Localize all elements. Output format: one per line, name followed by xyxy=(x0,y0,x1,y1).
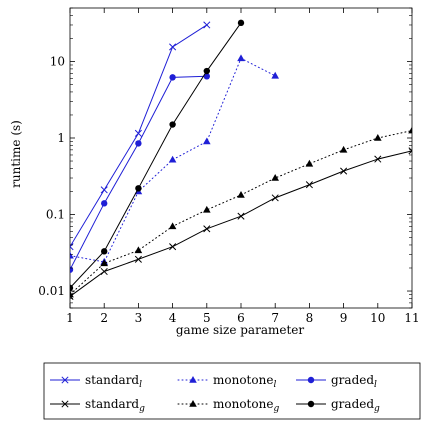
data-point xyxy=(70,251,74,259)
x-tick-label: 8 xyxy=(306,311,314,325)
data-point xyxy=(305,181,313,189)
series-line xyxy=(70,24,208,247)
data-point xyxy=(169,121,176,128)
data-point xyxy=(203,137,211,145)
plot-area xyxy=(69,7,413,309)
data-point xyxy=(168,155,177,163)
data-point xyxy=(237,190,245,198)
data-point xyxy=(70,266,74,273)
y-tick-label: 0.01 xyxy=(38,284,65,298)
legend-box xyxy=(43,362,421,420)
data-point xyxy=(169,74,176,81)
legend-label: gradedl xyxy=(331,373,377,390)
data-point xyxy=(169,243,177,251)
data-point xyxy=(339,145,348,153)
data-point xyxy=(134,255,142,263)
data-point xyxy=(374,133,382,141)
legend: standardl monotonel gradedl standardg monoto… xyxy=(43,362,421,420)
series-graded-g xyxy=(70,19,245,292)
data-point xyxy=(135,140,142,147)
legend-item: standardg xyxy=(50,397,145,414)
data-point xyxy=(237,212,245,220)
x-tick-label: 7 xyxy=(271,311,279,325)
data-point xyxy=(168,222,177,230)
series-line xyxy=(70,22,242,289)
data-point xyxy=(237,19,245,27)
data-point xyxy=(70,284,74,292)
legend-label: gradedg xyxy=(331,397,380,414)
series-standard-g xyxy=(70,147,412,300)
x-axis-label: game size parameter xyxy=(176,323,304,337)
y-tick-label: 1 xyxy=(57,131,65,145)
legend-label: monotonel xyxy=(213,373,276,390)
data-point xyxy=(203,73,210,80)
data-point xyxy=(134,129,142,137)
y-axis-label: runtime (s) xyxy=(9,120,23,188)
series-line xyxy=(70,130,412,296)
data-point xyxy=(408,126,412,134)
x-tick-label: 2 xyxy=(100,311,108,325)
data-point xyxy=(169,43,177,51)
data-point xyxy=(203,225,211,233)
data-point xyxy=(271,194,279,202)
x-tick-label: 11 xyxy=(404,311,419,325)
data-point xyxy=(134,246,143,254)
legend-label: standardl xyxy=(85,373,142,390)
legend-label: monotoneg xyxy=(213,397,279,414)
data-point xyxy=(100,259,108,267)
legend-marker xyxy=(189,376,197,383)
y-tick-label: 10 xyxy=(50,54,65,68)
legend-item: standardl xyxy=(50,373,142,390)
series-standard-l xyxy=(70,21,211,251)
data-point xyxy=(374,155,382,163)
y-tick-label: 0.1 xyxy=(46,208,65,222)
data-point xyxy=(100,186,108,194)
x-tick-label: 10 xyxy=(370,311,385,325)
legend-item: monotonel xyxy=(177,373,276,390)
data-point xyxy=(101,248,108,255)
data-point xyxy=(70,243,74,251)
data-point xyxy=(305,159,314,167)
x-tick-label: 1 xyxy=(66,311,74,325)
data-point xyxy=(135,185,142,192)
legend-label: standardg xyxy=(85,397,145,414)
data-point xyxy=(100,267,108,276)
x-tick-label: 3 xyxy=(135,311,143,325)
series-monotone-l xyxy=(70,54,279,265)
legend-marker xyxy=(61,400,69,408)
legend-marker xyxy=(307,376,315,384)
legend-item: monotoneg xyxy=(177,397,279,414)
data-point xyxy=(340,167,348,175)
x-tick-label: 5 xyxy=(203,311,211,325)
x-tick-label: 4 xyxy=(169,311,177,325)
x-axis-ticks: 1 2 3 4 5 6 7 8 9 10 11 xyxy=(66,8,420,325)
series-line xyxy=(70,75,207,270)
series-graded-l xyxy=(70,73,210,273)
data-point xyxy=(408,147,412,155)
x-tick-label: 9 xyxy=(340,311,348,325)
data-point xyxy=(237,54,245,62)
legend-item: gradedg xyxy=(296,397,380,414)
legend-marker xyxy=(189,400,197,407)
data-point xyxy=(70,290,74,298)
data-point xyxy=(203,21,211,29)
data-point xyxy=(203,205,211,213)
x-tick-label: 6 xyxy=(237,311,245,325)
data-point xyxy=(203,67,210,75)
data-point xyxy=(271,71,279,79)
legend-marker xyxy=(307,400,315,408)
series-monotone-g xyxy=(70,126,412,298)
data-point xyxy=(271,174,279,181)
legend-marker xyxy=(61,376,69,384)
data-point xyxy=(101,200,108,207)
plot-frame xyxy=(69,7,413,309)
legend-item: gradedl xyxy=(296,373,377,390)
y-axis-ticks: 0.01 0.1 1 10 xyxy=(38,7,412,309)
